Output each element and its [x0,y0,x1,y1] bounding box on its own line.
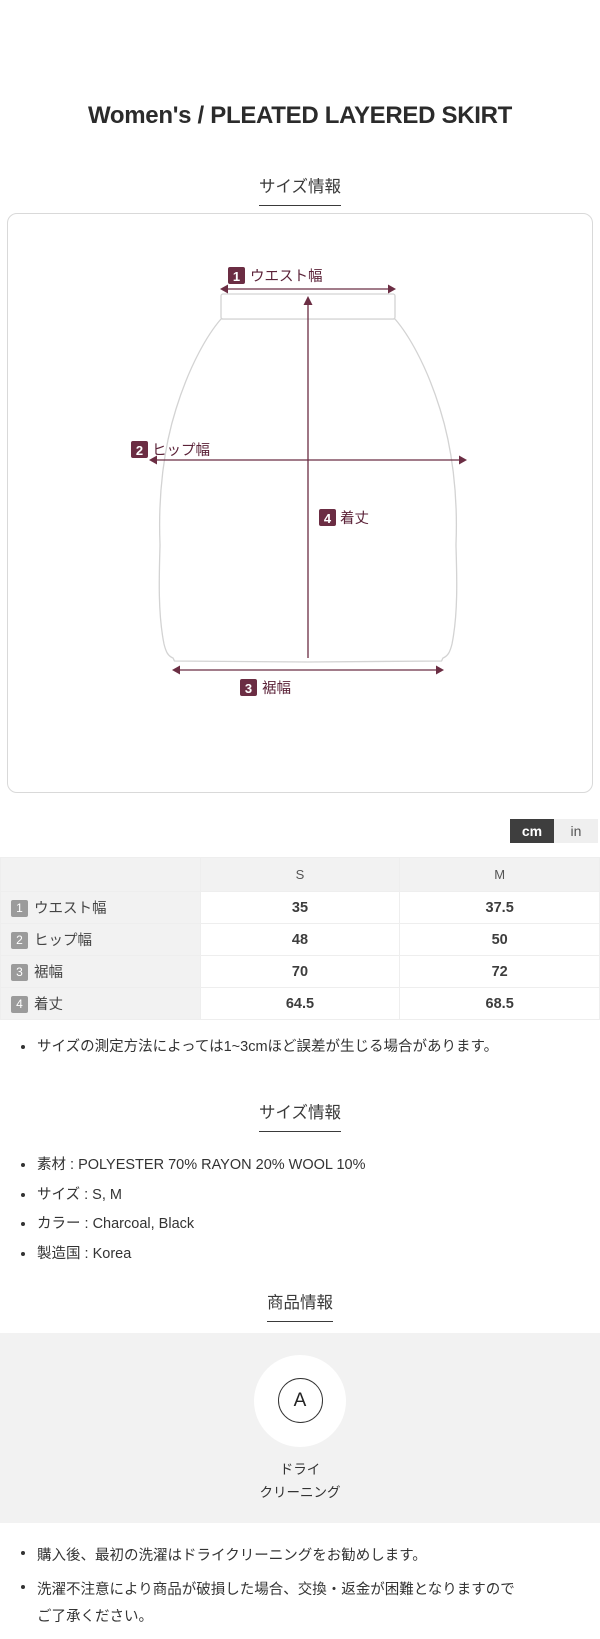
svg-text:2: 2 [136,443,143,458]
svg-text:ヒップ幅: ヒップ幅 [152,442,210,459]
svg-text:裾幅: 裾幅 [262,680,291,697]
svg-text:ウエスト幅: ウエスト幅 [250,268,323,285]
svg-text:4: 4 [324,511,332,526]
svg-text:着丈: 着丈 [340,510,369,527]
svg-text:3: 3 [245,681,252,696]
svg-text:1: 1 [233,269,240,284]
